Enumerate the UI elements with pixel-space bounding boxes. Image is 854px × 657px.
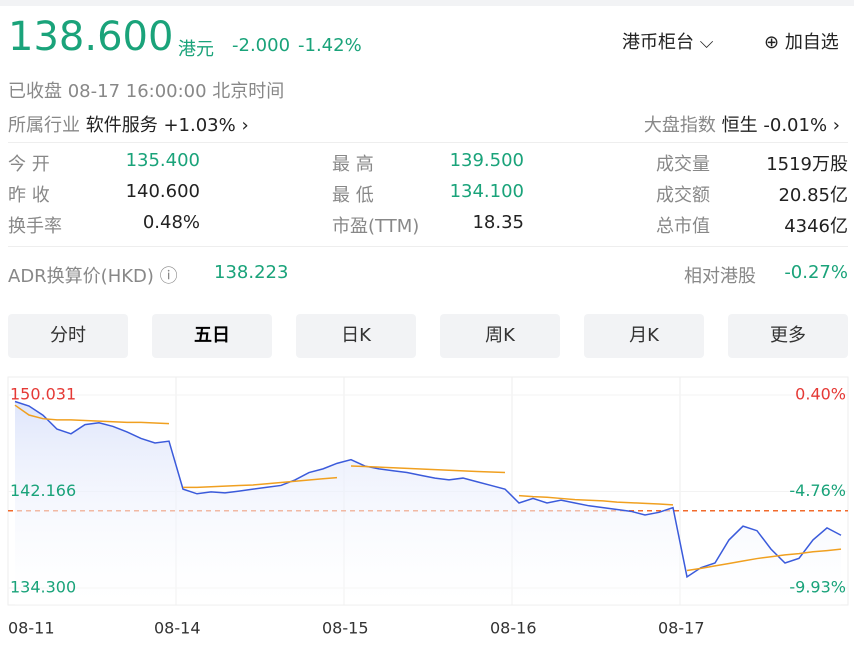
stat-label: 昨 收	[8, 185, 50, 206]
tab[interactable]: 周K	[440, 314, 560, 358]
x-tick-label: 08-17	[658, 619, 705, 638]
y-tick-label: 142.166	[10, 481, 76, 500]
stat-value: 139.500	[449, 150, 524, 171]
index-label: 大盘指数	[643, 115, 716, 136]
index-name: 恒生	[721, 115, 758, 136]
industry-label: 所属行业	[8, 115, 80, 136]
stat-label: 市盈(TTM)	[332, 216, 420, 237]
stat-label: 总市值	[656, 216, 710, 237]
currency: 港元	[178, 39, 214, 60]
y2-tick-label: 0.40%	[795, 385, 846, 404]
add-watch-text: 加自选	[784, 32, 839, 53]
relative-label: 相对港股	[684, 266, 756, 287]
x-tick-label: 08-11	[8, 619, 55, 638]
stat-label: 最 高	[332, 154, 374, 175]
y-tick-label: 134.300	[10, 578, 76, 597]
stat-value: 4346亿	[784, 216, 848, 237]
stat-label: 最 低	[332, 185, 374, 206]
change-pct: -1.42%	[298, 35, 362, 56]
industry-name: 软件服务	[85, 115, 158, 136]
stat-value: 0.48%	[142, 212, 200, 233]
stat-value: 135.400	[125, 150, 200, 171]
index[interactable]: 大盘指数 恒生 -0.01% ›	[643, 115, 840, 136]
relative-value: -0.27%	[784, 262, 848, 283]
chart: 08-11 08-14 08-15 08-16 08-17 150.031 142.166 1…	[7, 376, 849, 638]
price-line	[14, 400, 842, 579]
stat-value: 140.600	[125, 181, 200, 202]
stat-value: 1519万股	[766, 154, 848, 175]
divider	[8, 246, 848, 247]
adr-label-text: ADR换算价(HKD)	[8, 266, 154, 287]
stat-label: 成交量	[656, 154, 710, 175]
price-area	[15, 401, 841, 605]
y2-tick-label: -9.93%	[789, 578, 846, 597]
stat-value: 134.100	[449, 181, 524, 202]
top-bar	[0, 0, 854, 6]
tab[interactable]: 日K	[296, 314, 416, 358]
stat-value: 20.85亿	[778, 185, 848, 206]
industry-change: +1.03%	[163, 115, 236, 136]
status: 已收盘 08-17 16:00:00 北京时间	[8, 81, 285, 102]
add-watch[interactable]: ⊕ 加自选	[764, 32, 839, 53]
adr-value: 138.223	[214, 262, 289, 283]
x-tick-label: 08-14	[154, 619, 201, 638]
market-select-text: 港币柜台	[622, 32, 694, 53]
y-tick-label: 150.031	[10, 385, 76, 404]
tab[interactable]: 月K	[584, 314, 704, 358]
index-change: -0.01%	[763, 115, 828, 136]
adr-label: ADR换算价(HKD) ⓘ	[8, 266, 178, 287]
change: -2.000	[232, 35, 291, 56]
average-line	[14, 404, 842, 572]
industry[interactable]: 所属行业 软件服务 +1.03% ›	[8, 115, 249, 136]
divider	[8, 142, 848, 143]
stat-label: 成交额	[656, 185, 710, 206]
price: 138.600	[8, 14, 174, 60]
tab[interactable]: 分时	[8, 314, 128, 358]
stat-label: 换手率	[8, 216, 62, 237]
y2-tick-label: -4.76%	[789, 481, 846, 500]
tab[interactable]: 五日	[152, 314, 272, 358]
market-select[interactable]: 港币柜台 ⌵	[622, 32, 714, 53]
x-tick-label: 08-16	[490, 619, 537, 638]
stat-label: 今 开	[8, 154, 50, 175]
tab[interactable]: 更多	[728, 314, 848, 358]
x-tick-label: 08-15	[322, 619, 369, 638]
stat-value: 18.35	[472, 212, 524, 233]
